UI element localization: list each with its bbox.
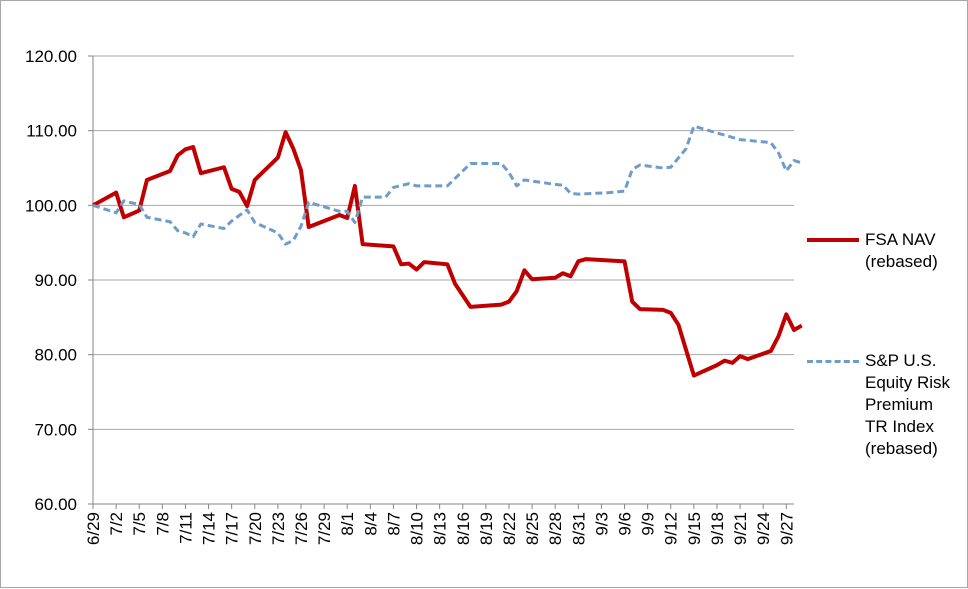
- x-tick-label: 7/2: [107, 512, 126, 536]
- x-tick-label: 9/3: [592, 512, 611, 536]
- series-line-sp-index: [92, 124, 803, 246]
- x-tick-label: 9/15: [685, 512, 704, 545]
- x-tick-label: 8/31: [569, 512, 588, 545]
- x-tick-label: 6/29: [84, 512, 103, 545]
- x-tick-label: 9/21: [731, 512, 750, 545]
- series-line-fsa-nav: [92, 130, 803, 378]
- x-tick-label: 8/19: [477, 512, 496, 545]
- x-tick-label: 9/6: [616, 512, 635, 536]
- legend-label-line: (rebased): [865, 252, 938, 271]
- x-tick-label: 7/29: [315, 512, 334, 545]
- x-tick-label: 8/10: [408, 512, 427, 545]
- x-tick-label: 7/20: [246, 512, 265, 545]
- x-axis-tick-labels: 6/29 7/2 7/5 7/8 7/11 7/14 7/17 7/20 7/23 7/26 7/2…: [84, 512, 796, 545]
- axes: [88, 55, 794, 509]
- x-tick-label: 7/17: [223, 512, 242, 545]
- x-tick-label: 9/9: [639, 512, 658, 536]
- x-tick-label: 7/5: [130, 512, 149, 536]
- y-tick-label: 80.00: [34, 346, 77, 365]
- y-tick-label: 100.00: [25, 196, 77, 215]
- x-tick-label: 8/28: [546, 512, 565, 545]
- y-axis-tick-labels: 60.00 70.00 80.00 90.00 100.00 110.00 120.00: [25, 47, 77, 514]
- x-tick-label: 7/8: [153, 512, 172, 536]
- legend-label-line: FSA NAV: [865, 230, 936, 249]
- y-tick-label: 90.00: [34, 271, 77, 290]
- legend-label-line: (rebased): [865, 439, 938, 458]
- x-tick-label: 7/26: [292, 512, 311, 545]
- x-tick-label: 8/13: [431, 512, 450, 545]
- legend-label-line: TR Index: [865, 417, 934, 436]
- x-tick-label: 8/16: [454, 512, 473, 545]
- legend-swatch-solid-red: [807, 238, 859, 242]
- x-tick-label: 7/23: [269, 512, 288, 545]
- x-tick-label: 7/14: [200, 512, 219, 545]
- x-tick-label: 7/11: [176, 512, 195, 544]
- x-tick-label: 9/27: [777, 512, 796, 545]
- x-tick-label: 9/18: [708, 512, 727, 545]
- y-tick-label: 70.00: [34, 420, 77, 439]
- x-tick-label: 8/1: [338, 512, 357, 536]
- x-tick-label: 9/12: [662, 512, 681, 545]
- gridlines: [93, 55, 794, 430]
- x-tick-label: 8/4: [361, 512, 380, 536]
- legend: FSA NAV (rebased) S&P U.S. Equity Risk P…: [805, 1, 968, 589]
- x-tick-label: 8/25: [523, 512, 542, 545]
- legend-label-line: Equity Risk: [865, 373, 951, 392]
- legend-label-sp-index: S&P U.S. Equity Risk Premium TR Index (r…: [865, 350, 965, 460]
- y-tick-label: 60.00: [34, 495, 77, 514]
- legend-label-line: Premium: [865, 395, 934, 414]
- x-tick-label: 8/7: [384, 512, 403, 536]
- y-tick-label: 110.00: [26, 122, 77, 141]
- x-tick-label: 8/22: [500, 512, 519, 545]
- legend-label-line: S&P U.S.: [865, 351, 937, 370]
- series-lines: [92, 124, 803, 378]
- legend-label-fsa-nav: FSA NAV (rebased): [865, 229, 965, 273]
- y-tick-label: 120.00: [25, 47, 77, 66]
- legend-swatch-dashed-blue: [807, 360, 859, 363]
- x-tick-label: 9/24: [754, 512, 773, 545]
